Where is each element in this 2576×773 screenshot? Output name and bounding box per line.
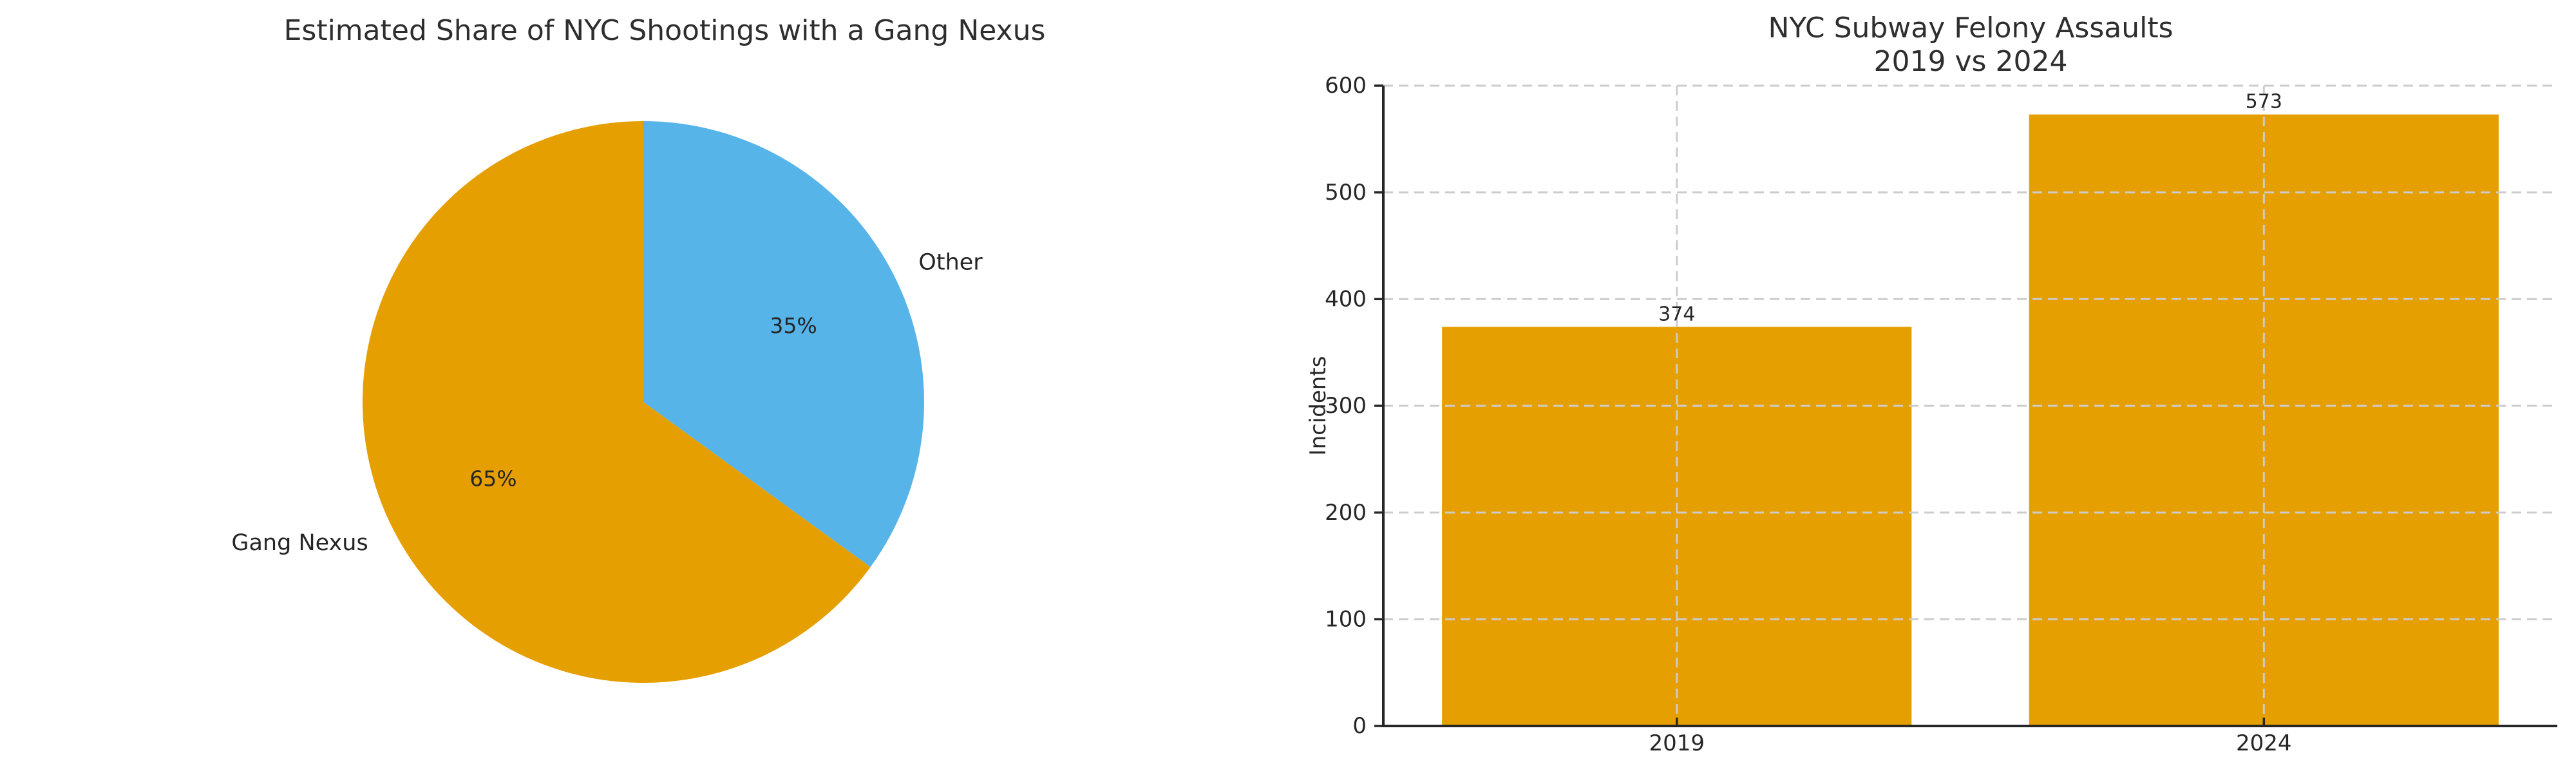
y-tick-label: 400 — [1325, 287, 1367, 312]
pie-chart-title: Estimated Share of NYC Shootings with a … — [283, 14, 1046, 47]
pie-slice-label: Other — [918, 250, 983, 276]
pie-chart-svg: Gang Nexus 65% Other 35% — [231, 121, 983, 683]
y-tick-label: 0 — [1352, 713, 1367, 739]
bar-value-label: 573 — [2246, 91, 2282, 113]
bar-chart-title-line2: 2019 vs 2024 — [1873, 44, 2068, 78]
y-tick-label: 600 — [1325, 73, 1367, 99]
pie-slice-pct-label: 35% — [770, 313, 817, 338]
bar-chart-title: NYC Subway Felony Assaults 2019 vs 2024 — [1455, 12, 2486, 79]
bar-chart-title-line1: NYC Subway Felony Assaults — [1768, 12, 2174, 44]
y-tick-label: 500 — [1325, 180, 1367, 205]
y-tick-label: 300 — [1325, 393, 1367, 419]
bar-value-label: 374 — [1658, 303, 1695, 325]
y-tick-label: 200 — [1325, 500, 1367, 526]
pie-slice-label: Gang Nexus — [231, 530, 368, 556]
pie-chart: Estimated Share of NYC Shootings with a … — [231, 14, 1046, 683]
bar-chart: NYC Subway Felony Assaults 2019 vs 2024 … — [1288, 0, 2576, 773]
bar-chart-svg: 0 100 200 300 400 500 600 2019 2024 Incidents 374 5… — [1305, 73, 2557, 756]
x-tick-label: 2024 — [2236, 730, 2292, 756]
x-tick-label: 2019 — [1649, 730, 1705, 756]
y-tick-label: 100 — [1325, 607, 1367, 633]
pie-slice-other — [643, 121, 924, 568]
pie-slice-pct-label: 65% — [469, 466, 516, 491]
pie-slice-gang-nexus — [362, 121, 871, 683]
y-axis-label: Incidents — [1305, 356, 1331, 456]
